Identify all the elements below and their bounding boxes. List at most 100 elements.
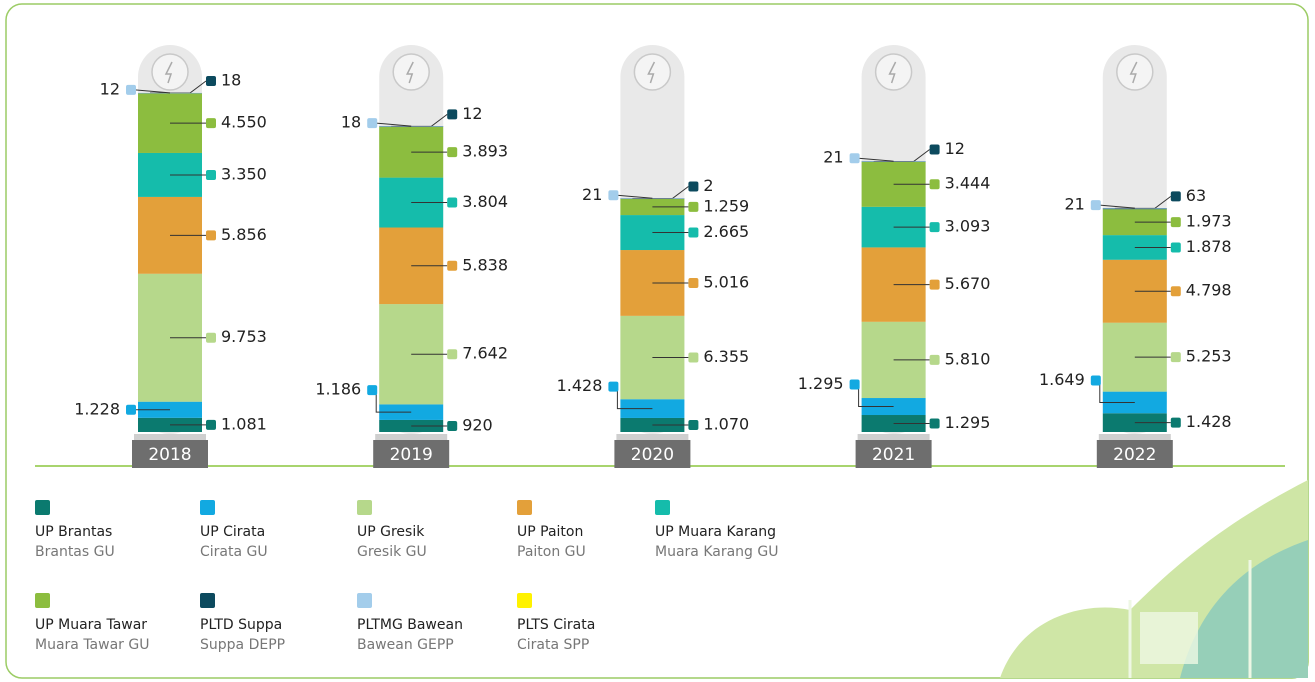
icon-bolt [164,61,173,84]
value-label: 5.670 [945,274,991,293]
label-marker [1170,191,1181,202]
label-marker [367,385,378,396]
legend-swatch [35,500,50,515]
legend-sublabel: Paiton GU [517,544,586,560]
value-label: 1.228 [74,399,120,418]
legend-sublabel: Gresik GU [357,544,427,560]
label-marker [447,147,458,158]
year-tab [1096,440,1173,468]
x-tick-label: 2018 [148,445,191,465]
value-label: 21 [1064,195,1084,214]
icon [633,53,672,91]
icon-bolt [1129,61,1138,84]
legend-sublabel: Bawean GEPP [357,637,454,653]
value-label: 63 [1186,186,1206,205]
label-marker [688,352,699,363]
label-marker [206,118,216,129]
value-label: 1.081 [221,414,267,433]
label-marker [447,197,458,208]
value-label: 5.016 [703,272,749,291]
label-marker [206,169,216,180]
base-plate [857,434,930,440]
leader-line [376,122,412,127]
label-marker [206,76,216,87]
value-label: 4.798 [1186,281,1232,300]
value-label: 4.550 [221,113,267,132]
label-marker [688,277,699,288]
leader-line [134,89,171,94]
label-marker [1090,375,1101,386]
leader-line [1099,204,1135,209]
legend-label: UP Gresik [357,524,425,540]
bar-segment [379,126,444,127]
label-marker [1170,217,1181,228]
label-marker [367,118,378,129]
x-tick-label: 2019 [390,445,433,465]
legend-sublabel: Brantas GU [35,544,115,560]
legend-label: PLTMG Bawean [357,617,463,633]
label-marker [929,354,940,365]
value-label: 1.295 [798,374,844,393]
label-marker [447,109,458,120]
leader-line [858,384,894,408]
label-marker [608,381,619,392]
value-label: 1.070 [703,414,749,433]
icon [1116,53,1154,91]
legend-swatch [200,500,215,515]
label-marker [1170,417,1181,428]
label-marker [929,144,940,155]
label-marker [206,419,216,430]
value-label: 6.355 [703,347,749,366]
label-marker [447,260,458,271]
base-plate [134,434,206,440]
value-label: 5.838 [462,255,508,274]
label-marker [849,153,860,164]
legend-sublabel: Muara Karang GU [655,544,778,560]
value-label: 5.810 [945,349,991,368]
legend-swatch [655,500,670,515]
label-marker [206,332,216,343]
label-marker [688,227,699,238]
legend-sublabel: Cirata GU [200,544,268,560]
leader-line [858,157,894,162]
label-marker [849,379,860,390]
decoration [1000,480,1308,678]
leader-line [617,194,653,199]
x-tick-label: 2022 [1113,445,1156,465]
leader-line [1099,380,1135,403]
value-label: 5.856 [221,225,267,244]
icon-bolt [647,61,656,84]
legend-sublabel: Muara Tawar GU [35,637,149,653]
value-label: 7.642 [462,344,508,363]
legend-label: UP Brantas [35,524,112,540]
legend-label: UP Muara Tawar [35,617,147,633]
label-marker [126,84,136,95]
value-label: 3.350 [221,164,267,183]
value-label: 1.259 [703,196,749,215]
legend-label: PLTD Suppa [200,617,282,633]
icon [151,53,189,91]
value-label: 1.973 [1186,212,1232,231]
legend-swatch [517,593,532,608]
label-marker [447,349,458,360]
icon-bolt [405,61,414,84]
value-label: 12 [945,139,965,158]
value-label: 2 [703,176,713,195]
value-label: 3.093 [945,217,991,236]
base-plate [1098,434,1171,440]
legend-label: UP Cirata [200,524,265,540]
value-label: 18 [221,71,241,90]
label-marker [447,420,458,431]
value-label: 1.878 [1186,237,1232,256]
legend-swatch [35,593,50,608]
icon [874,53,913,91]
value-label: 12 [462,104,482,123]
base-plate [375,434,448,440]
value-label: 3.444 [945,174,991,193]
value-label: 920 [462,415,493,434]
x-tick-label: 2021 [872,445,915,465]
x-tick-label: 2020 [631,445,674,465]
label-marker [929,222,940,233]
label-marker [1170,286,1181,297]
